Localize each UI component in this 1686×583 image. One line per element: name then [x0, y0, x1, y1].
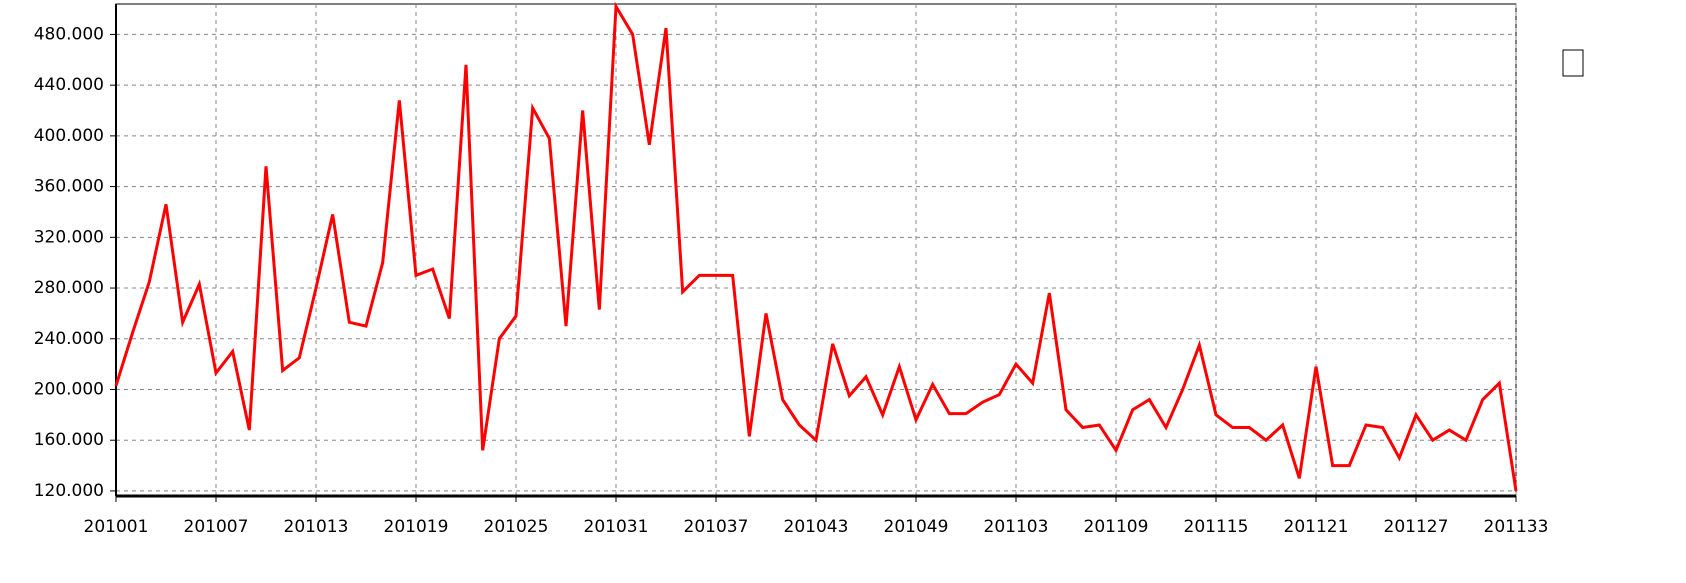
x-tick-label: 201019: [384, 517, 449, 537]
y-tick-label: 160.000: [34, 430, 104, 450]
y-tick-label: 360.000: [34, 177, 104, 197]
y-tick-label: 440.000: [34, 75, 104, 95]
x-tick-label: 201127: [1384, 517, 1449, 537]
x-tick-label: 201031: [584, 517, 649, 537]
x-tick-label: 201109: [1084, 517, 1149, 537]
x-tick-label: 201121: [1284, 517, 1349, 537]
y-tick-label: 280.000: [34, 278, 104, 298]
x-tick-label: 201133: [1484, 517, 1549, 537]
y-tick-label: 120.000: [34, 481, 104, 501]
y-tick-label: 240.000: [34, 329, 104, 349]
x-tick-label: 201043: [784, 517, 849, 537]
y-tick-label: 400.000: [34, 126, 104, 146]
y-tick-label: 200.000: [34, 379, 104, 399]
x-tick-label: 201115: [1184, 517, 1249, 537]
x-tick-label: 201007: [184, 517, 249, 537]
legend-box: [1562, 49, 1584, 77]
data-line: [114, 1, 1518, 492]
x-tick-label: 201049: [884, 517, 949, 537]
x-tick-label: 201001: [84, 517, 149, 537]
x-tick-label: 201025: [484, 517, 549, 537]
x-tick-label: 201013: [284, 517, 349, 537]
y-tick-label: 480.000: [34, 24, 104, 44]
y-tick-label: 320.000: [34, 227, 104, 247]
x-tick-label: 201037: [684, 517, 749, 537]
x-tick-label: 201103: [984, 517, 1049, 537]
